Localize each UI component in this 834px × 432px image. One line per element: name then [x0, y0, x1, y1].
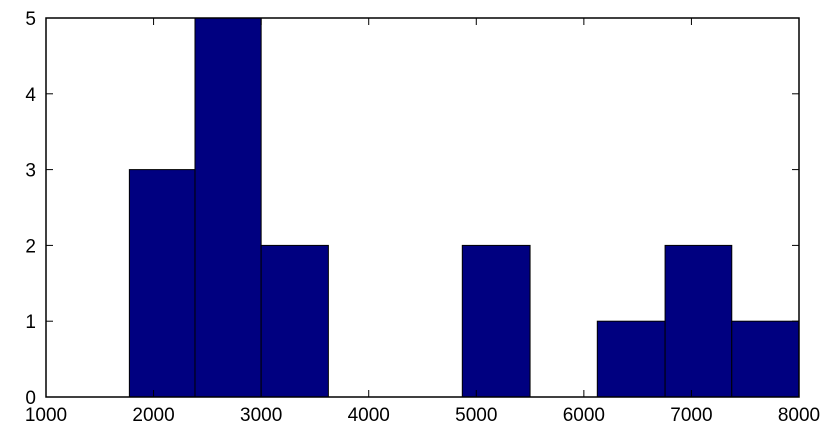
- x-tick-label-5: 6000: [563, 405, 605, 426]
- histogram-bar-0: [128, 169, 196, 398]
- x-tick-label-1: 2000: [132, 405, 174, 426]
- y-tick-label-0: 0: [25, 388, 36, 409]
- x-tick-label-7: 8000: [778, 405, 820, 426]
- y-tick-label-2: 2: [25, 236, 36, 257]
- y-tick-label-3: 3: [25, 161, 36, 182]
- x-tick-label-4: 5000: [455, 405, 497, 426]
- x-tick-label-3: 4000: [348, 405, 390, 426]
- y-tick-label-1: 1: [25, 312, 36, 333]
- y-tick-label-5: 5: [25, 9, 36, 30]
- histogram-bar-1: [194, 17, 262, 398]
- histogram-bar-7: [596, 320, 666, 398]
- bars-layer: [128, 17, 800, 398]
- ticks-layer: [45, 17, 800, 398]
- histogram-bar-9: [731, 320, 800, 398]
- x-tick-label-0: 1000: [25, 405, 67, 426]
- histogram-bar-5: [461, 244, 531, 398]
- plot-frame: [45, 17, 800, 398]
- histogram-bar-8: [664, 244, 733, 398]
- tick-labels-layer: 1000 2000 3000 4000 5000 6000 7000 8000 0 1 2 3 4 5: [25, 9, 820, 426]
- histogram-bar-2: [260, 244, 329, 398]
- x-tick-label-6: 7000: [670, 405, 712, 426]
- x-tick-label-2: 3000: [240, 405, 282, 426]
- y-tick-label-4: 4: [25, 85, 36, 106]
